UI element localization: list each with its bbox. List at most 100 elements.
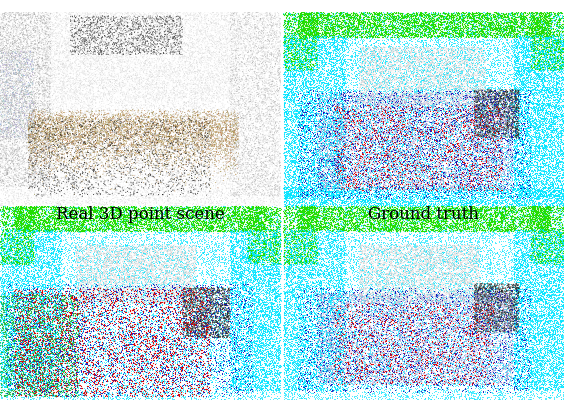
Point [122, 257, 131, 263]
Point [415, 249, 424, 256]
Point [133, 150, 142, 156]
Point [187, 167, 196, 174]
Point [474, 68, 483, 74]
Point [404, 68, 413, 75]
Point [82, 108, 91, 114]
Point [478, 124, 487, 131]
Point [161, 151, 170, 157]
Point [252, 146, 261, 152]
Point [341, 154, 350, 161]
Point [258, 91, 267, 97]
Point [343, 116, 352, 122]
Point [472, 318, 481, 325]
Point [544, 158, 553, 165]
Point [416, 157, 425, 163]
Point [459, 378, 468, 385]
Point [516, 128, 525, 134]
Point [521, 242, 530, 248]
Point [160, 329, 169, 336]
Point [336, 164, 345, 171]
Point [15, 222, 24, 228]
Point [116, 16, 125, 23]
Point [417, 63, 426, 70]
Point [431, 319, 440, 325]
Point [437, 180, 446, 187]
Point [495, 317, 504, 323]
Point [51, 38, 60, 44]
Point [377, 231, 386, 238]
Point [107, 230, 116, 236]
Point [494, 188, 503, 194]
Point [380, 46, 389, 52]
Point [195, 298, 204, 305]
Point [528, 61, 537, 68]
Point [449, 327, 458, 334]
Point [350, 292, 359, 298]
Point [485, 331, 494, 338]
Point [219, 24, 228, 31]
Point [556, 286, 564, 292]
Point [464, 177, 473, 183]
Point [436, 174, 445, 181]
Point [227, 23, 236, 30]
Point [381, 339, 390, 346]
Point [39, 321, 48, 327]
Point [283, 263, 292, 269]
Point [296, 269, 305, 275]
Point [32, 362, 41, 369]
Point [451, 386, 460, 392]
Point [412, 143, 421, 149]
Point [317, 132, 326, 139]
Point [63, 113, 72, 119]
Point [483, 338, 492, 345]
Point [251, 316, 260, 322]
Point [215, 151, 224, 158]
Point [215, 60, 224, 66]
Point [421, 329, 430, 336]
Point [172, 275, 181, 281]
Point [314, 165, 323, 171]
Point [67, 145, 76, 151]
Point [472, 390, 481, 396]
Point [368, 62, 377, 68]
Point [469, 44, 478, 50]
Point [529, 177, 538, 183]
Point [13, 20, 22, 27]
Point [104, 29, 113, 36]
Point [294, 391, 303, 397]
Point [348, 366, 357, 372]
Point [86, 217, 95, 223]
Point [275, 103, 284, 109]
Point [216, 283, 225, 289]
Point [242, 76, 251, 82]
Point [488, 19, 497, 26]
Point [0, 50, 5, 57]
Point [274, 75, 283, 81]
Point [176, 218, 185, 225]
Point [144, 276, 153, 282]
Point [29, 268, 38, 274]
Point [38, 100, 47, 107]
Point [164, 334, 173, 341]
Point [194, 48, 203, 54]
Point [401, 199, 410, 205]
Point [30, 60, 39, 67]
Point [534, 123, 543, 129]
Point [328, 206, 337, 212]
Point [320, 138, 329, 144]
Point [247, 368, 256, 375]
Point [475, 67, 484, 73]
Point [92, 44, 102, 50]
Point [510, 357, 519, 363]
Point [131, 100, 140, 106]
Point [2, 347, 11, 354]
Point [275, 292, 284, 299]
Point [70, 381, 80, 387]
Point [58, 57, 67, 63]
Point [466, 129, 475, 135]
Point [162, 227, 171, 233]
Point [342, 63, 351, 69]
Point [290, 96, 299, 103]
Point [337, 137, 346, 143]
Point [87, 273, 96, 279]
